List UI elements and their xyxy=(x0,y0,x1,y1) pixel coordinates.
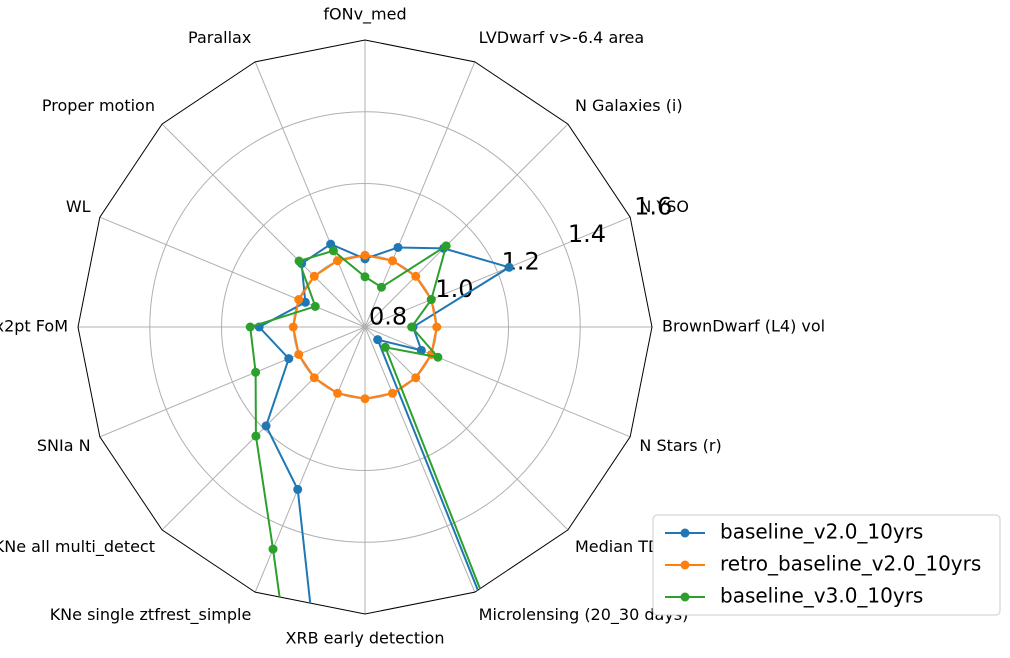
legend-marker xyxy=(680,528,690,538)
category-label: 3x2pt FoM xyxy=(0,317,68,336)
point xyxy=(387,256,397,266)
legend-label: baseline_v3.0_10yrs xyxy=(720,584,923,608)
point xyxy=(380,342,390,352)
point xyxy=(441,241,451,251)
category-label: fONv_med xyxy=(323,5,406,25)
point xyxy=(393,242,403,252)
legend-box xyxy=(652,514,1001,616)
point xyxy=(309,271,319,281)
grid-circle xyxy=(221,183,509,471)
point xyxy=(284,354,294,364)
category-label: SNIa N xyxy=(37,436,91,455)
point xyxy=(387,388,397,398)
point xyxy=(310,301,320,311)
point xyxy=(251,367,261,377)
series-line xyxy=(257,243,586,614)
series-line xyxy=(249,243,600,614)
category-label: XRB early detection xyxy=(286,629,445,648)
point xyxy=(433,352,443,362)
point xyxy=(333,256,343,266)
r-tick-label: 1.6 xyxy=(634,193,672,221)
grid-circle xyxy=(149,111,581,543)
legend-label: retro_baseline_v2.0_10yrs xyxy=(720,552,981,576)
legend-label: baseline_v2.0_10yrs xyxy=(720,520,923,544)
point xyxy=(416,345,426,355)
point xyxy=(294,256,304,266)
point xyxy=(309,373,319,383)
point xyxy=(411,271,421,281)
point xyxy=(268,544,278,554)
r-tick-label: 1.0 xyxy=(435,275,473,303)
point xyxy=(261,421,271,431)
point xyxy=(294,349,304,359)
legend-marker xyxy=(680,592,690,602)
point xyxy=(294,295,304,305)
point xyxy=(293,484,303,494)
point xyxy=(251,431,261,441)
point xyxy=(376,282,386,292)
point xyxy=(288,322,298,332)
category-label: N Stars (r) xyxy=(639,436,721,455)
point xyxy=(411,373,421,383)
category-label: KNe single ztfrest_simple xyxy=(50,605,252,625)
point xyxy=(432,322,442,332)
point xyxy=(328,246,338,256)
point xyxy=(504,262,514,272)
point xyxy=(360,250,370,260)
point xyxy=(360,394,370,404)
category-label: LVDwarf v>-6.4 area xyxy=(479,28,644,47)
point xyxy=(426,295,436,305)
category-label: WL xyxy=(66,197,91,216)
category-label: BrownDwarf (L4) vol xyxy=(662,317,825,336)
point xyxy=(407,322,417,332)
point xyxy=(360,272,370,282)
point xyxy=(333,388,343,398)
frame xyxy=(77,39,653,615)
series-layer xyxy=(245,239,600,614)
point xyxy=(373,335,383,345)
category-label: Proper motion xyxy=(42,96,155,115)
category-label: Microlensing (20_30 days) xyxy=(479,605,689,625)
r-tick-label: 0.8 xyxy=(369,302,407,330)
category-label: N Galaxies (i) xyxy=(575,96,683,115)
category-label: Parallax xyxy=(188,28,251,47)
legend-marker xyxy=(680,560,690,570)
category-label: KNe all multi_detect xyxy=(0,537,155,557)
point xyxy=(245,322,255,332)
r-tick-label: 1.4 xyxy=(568,220,606,248)
category-label: N YSO xyxy=(639,197,689,216)
